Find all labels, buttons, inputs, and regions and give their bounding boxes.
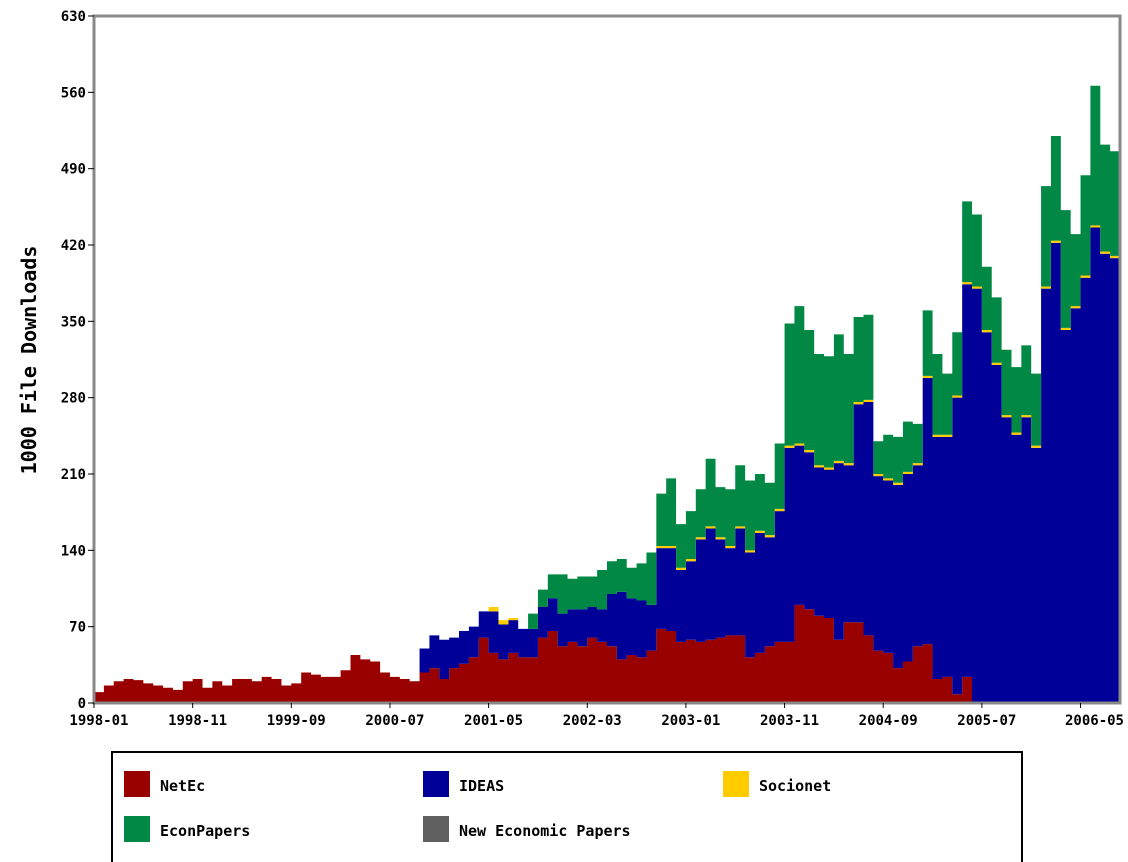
y-tick-label: 350: [61, 314, 86, 330]
x-tick-label: 2003-01: [661, 713, 720, 729]
x-tick-label: 2005-07: [957, 713, 1016, 729]
y-tick-label: 70: [69, 620, 86, 636]
y-tick-label: 420: [61, 238, 86, 254]
y-tick-label: 560: [61, 85, 86, 101]
plot-area: [94, 85, 1120, 704]
x-tick-label: 1998-01: [69, 713, 128, 729]
x-tick-label: 2001-05: [464, 713, 523, 729]
plot-frame: [92, 14, 1122, 705]
x-tick-label: 1998-11: [168, 713, 227, 729]
legend-swatch-ideas: [423, 771, 449, 797]
legend-swatch-netec: [124, 771, 150, 797]
series-area-ideas: [94, 227, 1120, 704]
y-tick-label: 280: [61, 391, 86, 407]
x-tick-label: 2004-09: [859, 713, 918, 729]
legend-label: IDEAS: [459, 777, 504, 795]
legend-box: [111, 751, 1023, 862]
legend: NetEc IDEAS Socionet EconPapers New Economic…: [111, 751, 1023, 862]
y-tick-label: 0: [78, 696, 86, 712]
y-axis-label: 1000 File Downloads: [17, 246, 41, 475]
legend-label: NetEc: [160, 777, 205, 795]
x-tick-label: 2002-03: [563, 713, 622, 729]
y-tick-label: 210: [61, 467, 86, 483]
legend-swatch-econpapers: [124, 816, 150, 842]
legend-label: Socionet: [759, 777, 831, 795]
x-tick-label: 2003-11: [760, 713, 819, 729]
y-tick-label: 140: [61, 543, 86, 559]
axes: 0 70 140 210 280 350 420 490 560 630 1998-01 1998-1…: [61, 9, 1124, 729]
legend-label: New Economic Papers: [459, 822, 631, 840]
y-tick-label: 490: [61, 162, 86, 178]
x-tick-label: 2000-07: [365, 713, 424, 729]
legend-swatch-socionet: [723, 771, 749, 797]
legend-swatch-new-economic-papers: [423, 816, 449, 842]
x-tick-label: 1999-09: [267, 713, 326, 729]
legend-label: EconPapers: [160, 822, 250, 840]
series-area-econpapers: [94, 85, 1120, 693]
y-tick-label: 630: [61, 9, 86, 25]
x-tick-label: 2006-05: [1065, 713, 1124, 729]
